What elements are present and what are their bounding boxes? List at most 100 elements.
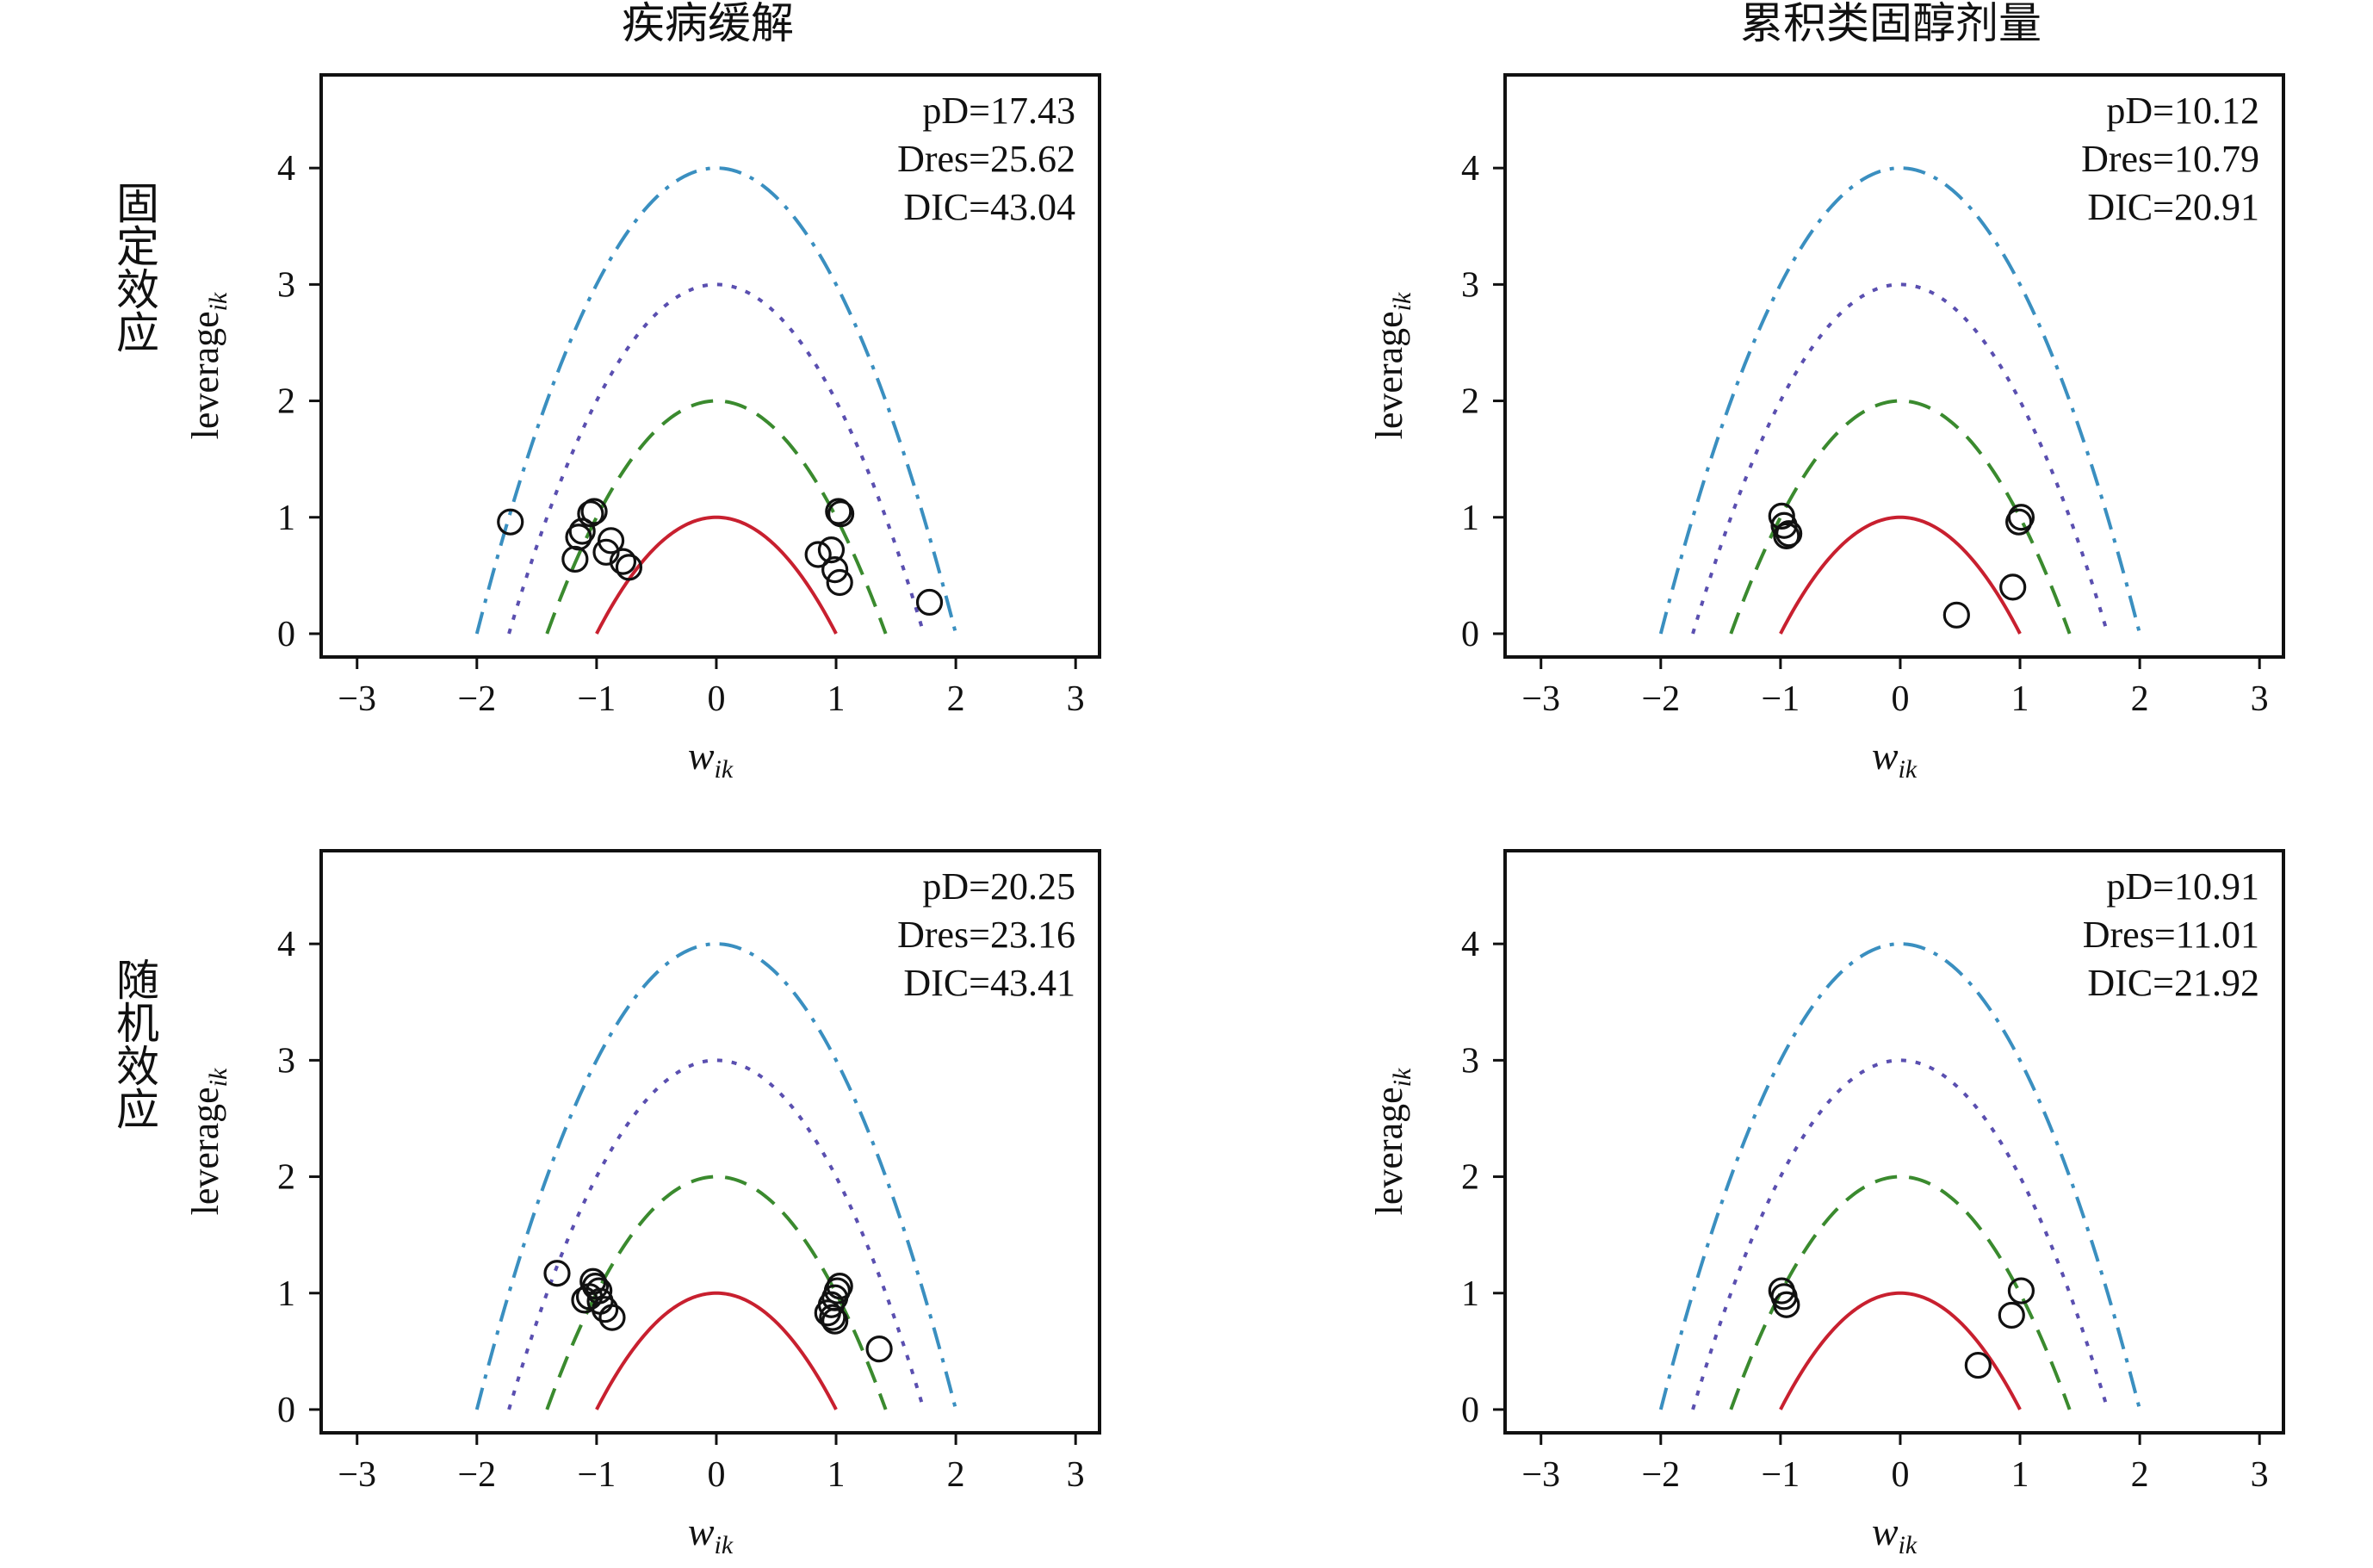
data-point [1775, 520, 1803, 548]
panel-bottom-left: −3 −2 −1 0 1 2 301234wikleverageikpD=20.25Dres… [184, 849, 1101, 1559]
reference-curve-c3 [507, 1058, 926, 1410]
x-axis-label-sub: ik [715, 755, 734, 784]
y-axis-label-sub: ik [1388, 1068, 1416, 1087]
y-axis-label-sub: ik [204, 1068, 232, 1087]
x-axis-label-main: w [688, 1509, 715, 1553]
x-tick-label: 2 [947, 1455, 965, 1495]
y-tick-label: 4 [277, 925, 295, 964]
y-axis-label: leverageik [184, 292, 232, 439]
data-point [825, 498, 852, 525]
stat-dic: DIC=21.92 [2087, 962, 2259, 1004]
data-point [821, 555, 849, 584]
stat-dres: Dres=25.62 [897, 138, 1075, 180]
x-tick-label: −1 [1762, 1455, 1800, 1495]
stat-dic: DIC=20.91 [2087, 186, 2259, 228]
data-point [826, 568, 853, 597]
reference-curve-c3 [1691, 282, 2110, 635]
x-tick-label: 1 [2011, 679, 2029, 719]
x-tick-label: −3 [338, 1455, 376, 1495]
data-point [1964, 1351, 1992, 1379]
x-axis-label: wik [1872, 1509, 1918, 1559]
data-point [543, 1260, 571, 1287]
x-axis-label: wik [688, 1509, 734, 1559]
data-point [568, 518, 596, 545]
y-tick-label: 4 [1461, 925, 1479, 964]
x-axis-label: wik [688, 734, 734, 784]
reference-curve-c4 [474, 942, 958, 1410]
y-axis-label-main: leverage [1368, 311, 1410, 439]
x-tick-label: −2 [457, 1455, 496, 1495]
y-tick-label: 3 [1461, 1041, 1479, 1081]
reference-curve-c1 [595, 515, 838, 635]
y-axis-label-sub: ik [204, 292, 232, 311]
x-tick-label: 3 [2251, 679, 2269, 719]
x-tick-label: 0 [707, 679, 725, 719]
stat-pd: pD=10.91 [2106, 865, 2259, 908]
y-axis-label: leverageik [1368, 1068, 1416, 1215]
y-axis-label-main: leverage [184, 1087, 226, 1215]
reference-curve-c4 [1658, 166, 2142, 635]
y-tick-label: 4 [1461, 149, 1479, 189]
x-tick-label: 0 [707, 1455, 725, 1495]
plot-frame [1503, 73, 2285, 659]
data-point [865, 1336, 893, 1363]
stat-dic: DIC=43.04 [903, 186, 1075, 228]
y-tick-label: 1 [277, 1274, 295, 1314]
reference-curve-c1 [1779, 515, 2022, 635]
data-point [1998, 1301, 2025, 1329]
stat-pd: pD=10.12 [2106, 90, 2259, 132]
y-tick-label: 3 [277, 265, 295, 305]
y-tick-label: 1 [1461, 499, 1479, 538]
reference-curve-c4 [474, 166, 958, 635]
y-tick-label: 0 [277, 615, 295, 654]
x-tick-label: 1 [2011, 1455, 2029, 1495]
y-tick-label: 1 [1461, 1274, 1479, 1314]
x-tick-label: −3 [338, 679, 376, 719]
stat-dres: Dres=11.01 [2083, 914, 2259, 956]
x-tick-label: 0 [1891, 1455, 1909, 1495]
data-point [1942, 601, 1970, 629]
data-point [597, 527, 625, 555]
column-title-left: 疾病缓解 [622, 0, 794, 47]
row-label-bottom: 随机效应 [110, 958, 158, 1130]
y-tick-label: 0 [1461, 615, 1479, 654]
reference-curve-c3 [1691, 1058, 2110, 1410]
plot-frame [1503, 849, 2285, 1435]
data-point [804, 541, 832, 568]
x-axis-label-sub: ik [1899, 755, 1918, 784]
y-axis-label: leverageik [1368, 292, 1416, 439]
x-axis-label-main: w [1872, 734, 1899, 778]
data-point [819, 1304, 846, 1331]
data-point [497, 508, 524, 536]
y-tick-label: 2 [277, 1158, 295, 1198]
y-tick-label: 4 [277, 149, 295, 189]
x-tick-label: −3 [1521, 679, 1560, 719]
x-tick-label: −2 [457, 679, 496, 719]
column-title-right: 累积类固醇剂量 [1740, 0, 2042, 47]
y-tick-label: 3 [1461, 265, 1479, 305]
x-tick-label: −2 [1641, 1455, 1680, 1495]
y-axis-label-main: leverage [1368, 1087, 1410, 1215]
x-tick-label: 0 [1891, 679, 1909, 719]
y-tick-label: 2 [1461, 382, 1479, 422]
reference-curve-c1 [1779, 1291, 2022, 1410]
data-point [615, 554, 643, 581]
x-tick-label: −1 [578, 679, 616, 719]
data-point [827, 500, 855, 528]
x-tick-label: −3 [1521, 1455, 1560, 1495]
y-tick-label: 2 [277, 382, 295, 422]
y-tick-label: 3 [277, 1041, 295, 1081]
x-tick-label: 1 [827, 1455, 846, 1495]
x-tick-label: −2 [1641, 679, 1680, 719]
reference-curve-c3 [507, 282, 926, 635]
y-tick-label: 0 [277, 1391, 295, 1430]
panel-top-left: −3 −2 −1 0 1 2 301234wikleverageikpD=17.43Dres… [184, 73, 1101, 784]
data-point [2005, 508, 2033, 536]
data-point [598, 1304, 626, 1331]
data-point [592, 538, 620, 566]
plot-frame [319, 73, 1101, 659]
y-axis-label: leverageik [184, 1068, 232, 1215]
y-tick-label: 2 [1461, 1158, 1479, 1198]
